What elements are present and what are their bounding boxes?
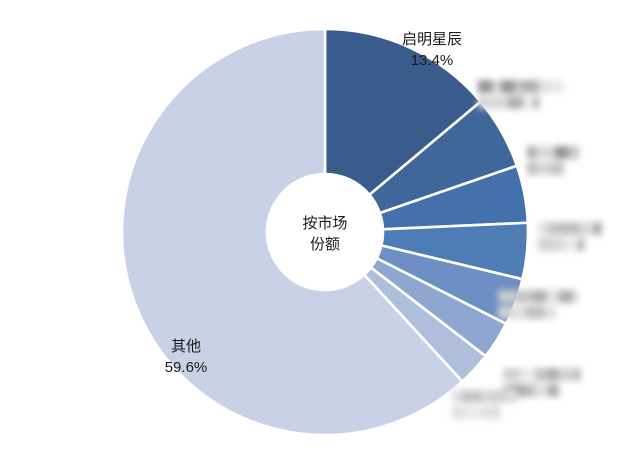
center-label-line1: 按市场: [302, 215, 347, 232]
slice-label-value: 13.4%: [411, 52, 454, 69]
slice-label-other: 其他 59.6%: [165, 338, 208, 376]
slice-label-qimingxingchen: 启明星辰 13.4%: [402, 31, 462, 69]
slice-label-value: 59.6%: [165, 359, 208, 376]
center-label-line2: 份额: [310, 236, 340, 253]
pie-slice[interactable]: [120, 27, 464, 437]
slice-label-name: 启明星辰: [402, 31, 462, 48]
slice-label-name: 其他: [171, 338, 201, 355]
pie-slice[interactable]: [323, 27, 482, 197]
pie-slices-group: [120, 27, 530, 437]
donut-center-label: 按市场 份额: [302, 215, 347, 253]
